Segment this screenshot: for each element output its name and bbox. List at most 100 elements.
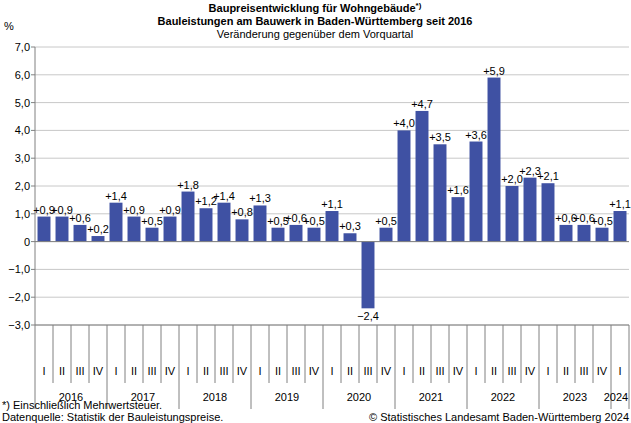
y-tick-label: 0 [24, 236, 30, 248]
copyright: © Statistisches Landesamt Baden-Württemb… [369, 411, 629, 423]
group-label: 2020 [347, 391, 371, 403]
x-tick-label: I [402, 365, 405, 377]
bar [200, 208, 213, 241]
x-tick-label: III [579, 365, 588, 377]
grid-line [35, 74, 629, 75]
data-label: +0,5 [303, 215, 325, 227]
x-tick-label: IV [237, 365, 248, 377]
data-label: +0,8 [231, 206, 253, 218]
x-separator [125, 325, 126, 383]
y-tick-label: 1,0 [15, 208, 30, 220]
x-separator [521, 325, 522, 383]
x-separator [71, 325, 72, 383]
group-separator [539, 325, 540, 409]
data-label: +1,4 [213, 190, 235, 202]
x-tick-label: IV [165, 365, 176, 377]
group-label: 2019 [275, 391, 299, 403]
y-tick [31, 297, 35, 298]
x-separator [215, 325, 216, 383]
x-separator [53, 325, 54, 383]
x-tick-label: III [507, 365, 516, 377]
x-tick-label: III [75, 365, 84, 377]
bar [164, 217, 177, 242]
bar [416, 111, 429, 242]
data-label: +2,1 [537, 170, 559, 182]
y-tick [31, 325, 35, 326]
x-separator [341, 325, 342, 383]
group-separator [179, 325, 180, 409]
bar [614, 211, 627, 242]
bar [380, 228, 393, 242]
x-tick-label: I [330, 365, 333, 377]
group-separator [107, 325, 108, 409]
data-label: +1,8 [177, 179, 199, 191]
y-tick [31, 102, 35, 103]
bar [326, 211, 339, 242]
bar [254, 205, 267, 241]
group-separator [467, 325, 468, 409]
bar [218, 203, 231, 242]
x-tick-label: I [114, 365, 117, 377]
y-tick [31, 158, 35, 159]
data-label: +1,1 [609, 198, 631, 210]
x-tick-label: IV [93, 365, 104, 377]
bar [578, 225, 591, 242]
bar [488, 78, 501, 242]
x-tick-label: II [275, 365, 281, 377]
y-tick [31, 269, 35, 270]
group-label: 2023 [563, 391, 587, 403]
y-tick-label: 3,0 [15, 152, 30, 164]
x-separator [377, 325, 378, 383]
bars [38, 78, 627, 309]
x-tick-label: IV [381, 365, 392, 377]
x-separator [593, 325, 594, 383]
x-tick-label: I [546, 365, 549, 377]
x-separator [575, 325, 576, 383]
x-separator [143, 325, 144, 383]
x-separator [305, 325, 306, 383]
x-separator [449, 325, 450, 383]
grid-line [35, 186, 629, 187]
y-tick [31, 47, 35, 48]
x-tick-label: II [563, 365, 569, 377]
x-separator [359, 325, 360, 383]
x-separator [431, 325, 432, 383]
grid-line [35, 297, 629, 298]
x-separator [413, 325, 414, 383]
x-separator [197, 325, 198, 383]
group-separator [629, 325, 630, 409]
x-separator [35, 325, 36, 409]
bar [182, 192, 195, 242]
data-label: +1,1 [321, 198, 343, 210]
data-label: +1,3 [249, 192, 271, 204]
y-tick-label: 7,0 [15, 41, 30, 53]
y-tick-label: −1,0 [8, 263, 30, 275]
x-tick-label: I [186, 365, 189, 377]
data-label: +0,3 [339, 220, 361, 232]
grid-line [35, 325, 629, 326]
group-label: 2018 [203, 391, 227, 403]
x-tick-label: I [618, 365, 621, 377]
chart: Baupreisentwicklung für Wohngebäude*)Bau… [0, 0, 631, 423]
grid-line [35, 102, 629, 103]
x-tick-label: III [147, 365, 156, 377]
x-tick-label: III [363, 365, 372, 377]
bar [434, 144, 447, 241]
x-tick-label: II [347, 365, 353, 377]
x-separator [269, 325, 270, 383]
x-tick-label: I [258, 365, 261, 377]
data-label: +1,4 [105, 190, 127, 202]
bar [74, 225, 87, 242]
bar [452, 197, 465, 241]
data-label: +3,5 [429, 131, 451, 143]
x-tick-label: II [491, 365, 497, 377]
x-tick-label: III [291, 365, 300, 377]
source: Datenquelle: Statistik der Bauleistungsp… [2, 411, 223, 423]
bar [56, 217, 69, 242]
x-separator [287, 325, 288, 383]
data-label: +0,2 [87, 223, 109, 235]
bar [362, 242, 375, 309]
data-label: +1,6 [447, 184, 469, 196]
grid-line [35, 158, 629, 159]
y-axis-label: % [4, 20, 14, 32]
